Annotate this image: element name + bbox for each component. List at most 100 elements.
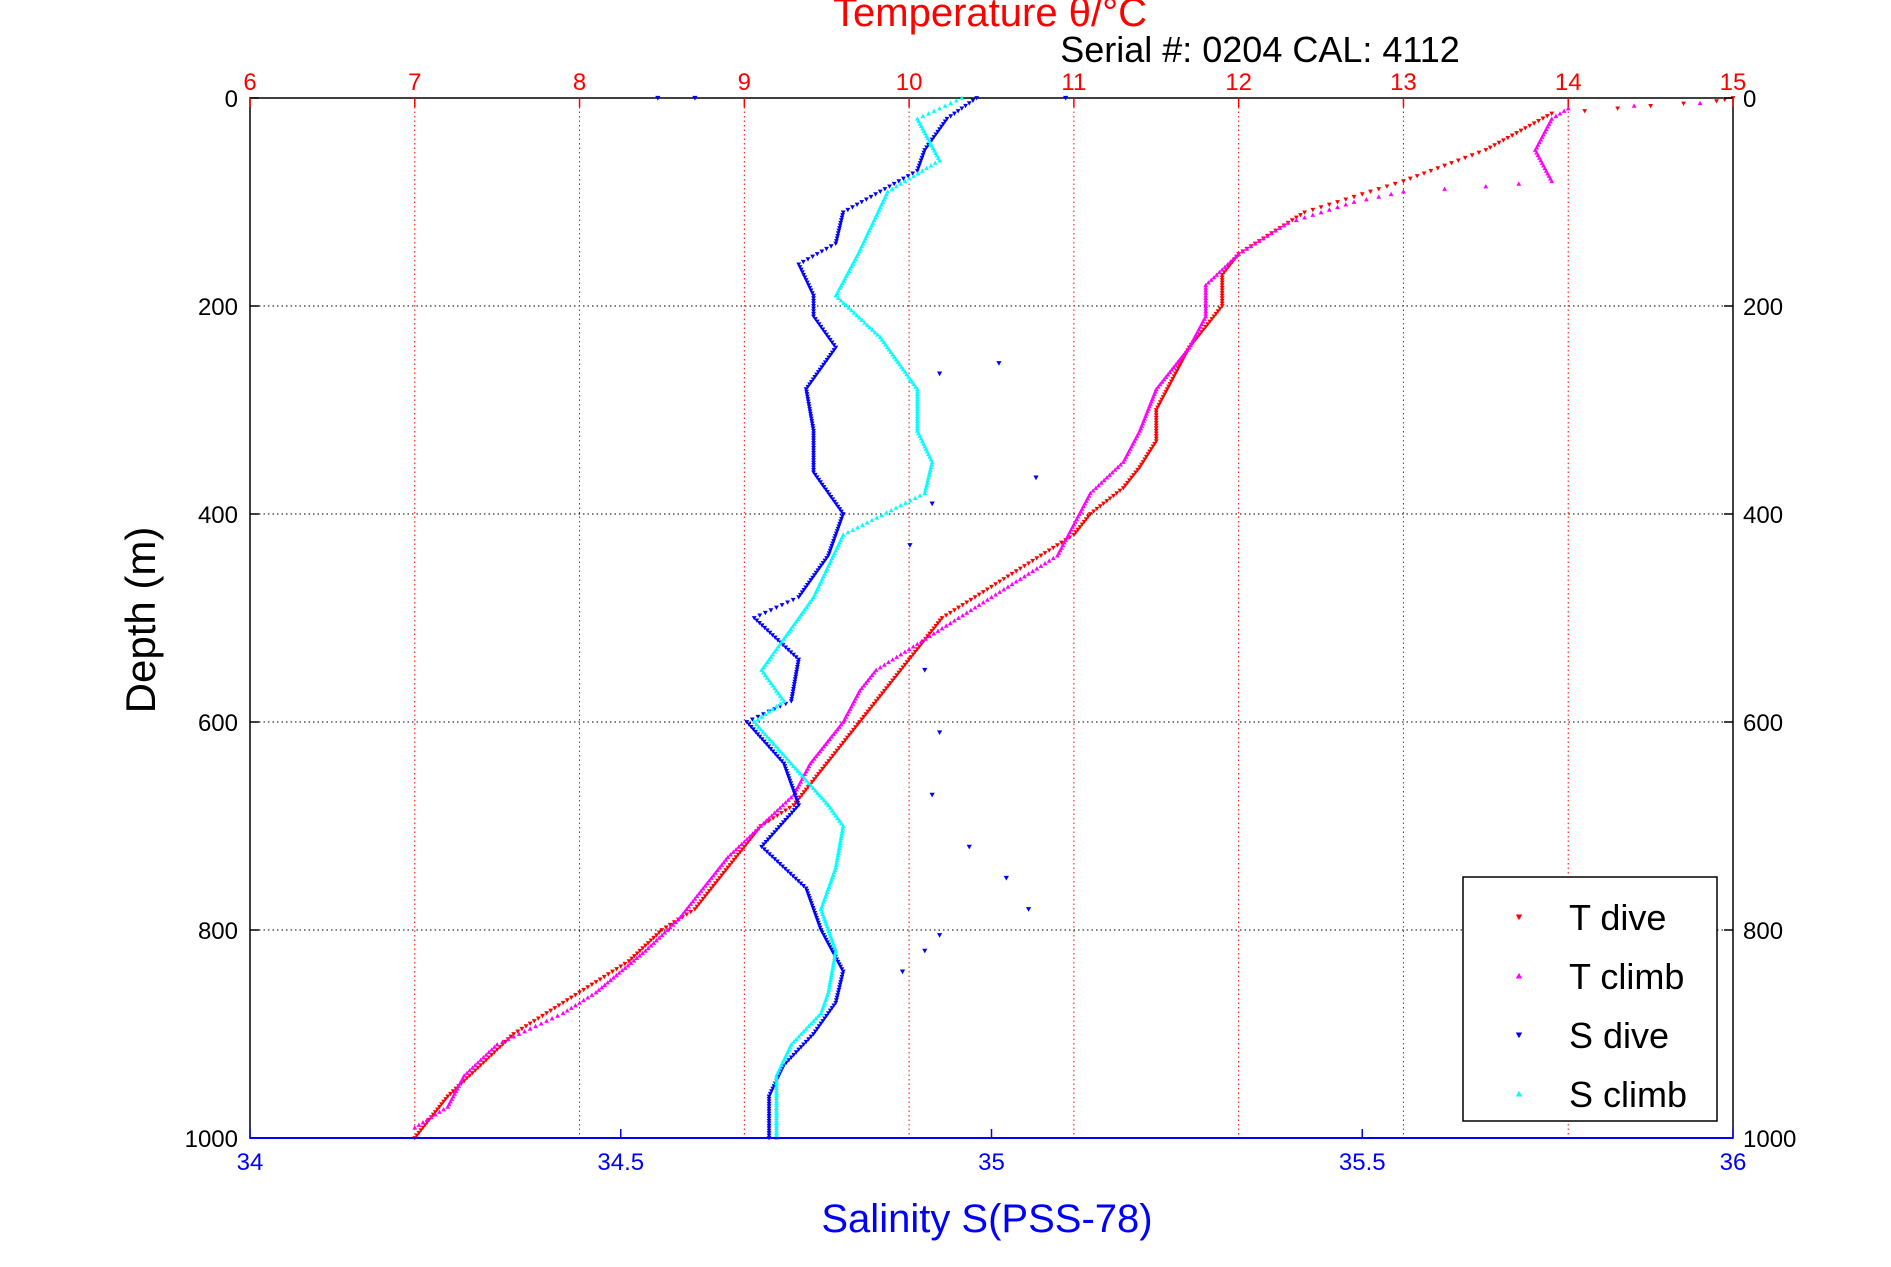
point-t-climb bbox=[1697, 100, 1703, 106]
point-t-dive bbox=[814, 774, 819, 779]
point-t-dive bbox=[1147, 449, 1153, 454]
point-s-dive bbox=[761, 842, 767, 847]
point-s-dive bbox=[769, 854, 775, 859]
point-s-climb bbox=[937, 158, 942, 163]
point-s-climb bbox=[821, 797, 827, 803]
point-s-dive bbox=[831, 343, 837, 348]
point-t-dive bbox=[448, 1091, 453, 1097]
point-t-dive bbox=[1153, 410, 1159, 415]
y-tick-label-right: 400 bbox=[1743, 502, 1783, 529]
point-t-dive bbox=[859, 717, 865, 722]
point-t-climb bbox=[1120, 459, 1126, 464]
point-s-dive bbox=[761, 739, 767, 744]
point-t-climb bbox=[733, 847, 739, 852]
point-s-dive bbox=[952, 111, 957, 116]
legend-box bbox=[1462, 876, 1718, 1122]
point-s-dive bbox=[798, 1045, 804, 1050]
point-t-dive bbox=[1219, 275, 1225, 280]
point-t-climb bbox=[616, 970, 622, 975]
point-t-dive bbox=[1310, 207, 1316, 213]
point-t-climb bbox=[622, 965, 628, 970]
point-t-dive bbox=[1153, 434, 1159, 439]
y-tick-label-left: 1000 bbox=[185, 1126, 238, 1153]
point-s-dive bbox=[789, 810, 795, 815]
point-t-climb bbox=[993, 592, 999, 597]
point-s-climb bbox=[799, 773, 805, 778]
point-s-climb bbox=[781, 698, 787, 704]
point-t-dive bbox=[573, 993, 578, 998]
point-s-dive bbox=[766, 1094, 772, 1099]
point-s-dive bbox=[863, 197, 869, 202]
point-s-dive bbox=[805, 394, 810, 399]
point-s-climb bbox=[823, 800, 829, 805]
point-t-climb bbox=[602, 982, 608, 987]
point-s-dive bbox=[808, 411, 813, 417]
point-t-climb bbox=[662, 930, 668, 935]
point-t-dive bbox=[713, 881, 718, 886]
point-s-dive bbox=[816, 923, 822, 928]
point-t-climb bbox=[923, 636, 928, 641]
point-t-dive bbox=[1335, 200, 1340, 205]
point-s-dive bbox=[781, 761, 787, 766]
point-t-climb bbox=[1269, 230, 1275, 236]
point-s-dive bbox=[839, 516, 844, 522]
point-s-dive bbox=[837, 521, 843, 527]
point-s-dive bbox=[783, 645, 789, 650]
point-s-climb bbox=[907, 498, 913, 503]
point-s-dive bbox=[828, 494, 834, 500]
point-t-dive bbox=[1442, 163, 1448, 168]
point-s-climb bbox=[791, 621, 797, 627]
point-s-dive bbox=[766, 1128, 772, 1134]
point-t-dive bbox=[648, 938, 654, 943]
point-s-climb bbox=[922, 490, 928, 496]
point-t-dive bbox=[1150, 444, 1156, 449]
point-t-dive bbox=[1153, 408, 1159, 413]
point-t-dive bbox=[629, 956, 635, 961]
point-s-dive bbox=[811, 431, 816, 436]
point-t-dive bbox=[937, 618, 943, 623]
point-t-climb bbox=[1167, 369, 1173, 374]
point-s-dive bbox=[791, 682, 797, 687]
x-top-tick-label: 14 bbox=[1555, 69, 1582, 96]
point-s-dive bbox=[767, 835, 773, 840]
point-t-dive bbox=[1059, 540, 1064, 545]
point-t-climb bbox=[719, 862, 725, 867]
point-s-dive bbox=[901, 176, 906, 181]
point-s-dive bbox=[800, 270, 805, 275]
point-t-climb bbox=[437, 1109, 442, 1114]
point-t-dive bbox=[939, 616, 945, 621]
point-s-climb bbox=[832, 955, 837, 961]
point-s-climb bbox=[926, 111, 931, 116]
point-s-dive bbox=[785, 815, 791, 820]
legend-marker-s-climb bbox=[1515, 1090, 1523, 1097]
point-t-climb bbox=[881, 662, 887, 667]
point-t-climb bbox=[1034, 566, 1040, 571]
point-t-climb bbox=[914, 641, 920, 646]
point-t-dive bbox=[1174, 369, 1180, 374]
point-s-climb bbox=[775, 691, 781, 696]
point-s-climb bbox=[764, 659, 770, 665]
point-s-climb bbox=[774, 1080, 779, 1086]
point-t-climb bbox=[960, 613, 966, 618]
point-s-dive bbox=[921, 150, 927, 155]
point-s-dive bbox=[845, 207, 851, 213]
point-t-dive bbox=[1177, 363, 1183, 369]
point-t-dive bbox=[688, 909, 694, 915]
point-t-dive bbox=[1401, 179, 1406, 184]
point-s-dive bbox=[823, 487, 829, 492]
point-t-climb bbox=[1219, 267, 1225, 272]
point-s-dive bbox=[796, 595, 802, 600]
point-s-climb bbox=[864, 322, 870, 327]
point-s-dive bbox=[811, 298, 816, 304]
point-t-climb bbox=[690, 899, 696, 904]
point-t-dive bbox=[879, 691, 885, 696]
point-s-climb bbox=[774, 1088, 779, 1093]
point-t-dive bbox=[1137, 465, 1143, 470]
point-t-dive bbox=[840, 740, 846, 746]
point-s-dive bbox=[770, 1086, 776, 1091]
point-t-dive bbox=[1540, 116, 1546, 121]
point-t-climb bbox=[527, 1026, 533, 1031]
point-t-climb bbox=[670, 922, 676, 927]
point-s-dive bbox=[805, 257, 811, 262]
point-s-dive bbox=[810, 575, 816, 581]
